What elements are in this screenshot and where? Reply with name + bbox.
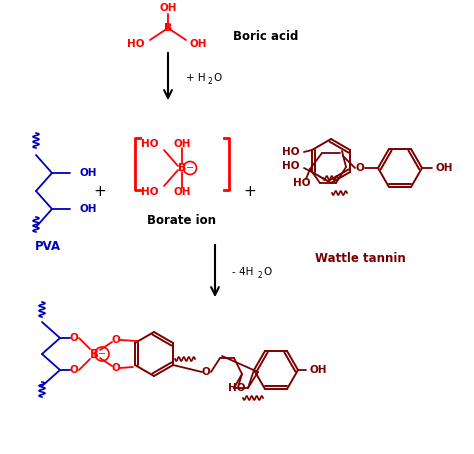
Text: HO: HO: [228, 383, 246, 393]
Text: O: O: [263, 267, 271, 277]
Text: OH: OH: [189, 39, 207, 49]
Text: PVA: PVA: [35, 241, 61, 253]
Text: 2: 2: [208, 78, 213, 87]
Text: 2: 2: [258, 271, 263, 281]
Text: OH: OH: [436, 163, 454, 173]
Text: B: B: [164, 23, 172, 33]
Text: −: −: [186, 163, 194, 173]
Text: OH: OH: [173, 187, 191, 197]
Text: + H: + H: [186, 73, 206, 83]
Text: OH: OH: [310, 365, 328, 375]
Text: OH: OH: [159, 3, 177, 13]
Text: Borate ion: Borate ion: [147, 213, 217, 227]
Text: Wattle tannin: Wattle tannin: [315, 252, 405, 265]
Text: O: O: [70, 365, 78, 375]
Text: O: O: [111, 335, 120, 345]
Text: O: O: [201, 367, 210, 377]
Text: O: O: [213, 73, 221, 83]
Text: OH: OH: [80, 168, 98, 178]
Text: B: B: [178, 163, 186, 173]
Text: HO: HO: [141, 187, 159, 197]
Text: O: O: [356, 163, 365, 173]
Text: +: +: [244, 184, 256, 199]
Text: −: −: [98, 349, 106, 359]
Text: - 4H: - 4H: [232, 267, 254, 277]
Text: HO: HO: [293, 178, 311, 188]
Text: HO: HO: [283, 147, 300, 157]
Text: +: +: [94, 184, 106, 199]
Text: HO: HO: [141, 139, 159, 149]
Text: O: O: [70, 333, 78, 343]
Text: B: B: [90, 347, 99, 360]
Text: OH: OH: [173, 139, 191, 149]
Text: Boric acid: Boric acid: [233, 30, 298, 43]
Text: OH: OH: [80, 204, 98, 214]
Text: HO: HO: [283, 161, 300, 171]
Text: HO: HO: [127, 39, 145, 49]
Text: O: O: [111, 363, 120, 373]
